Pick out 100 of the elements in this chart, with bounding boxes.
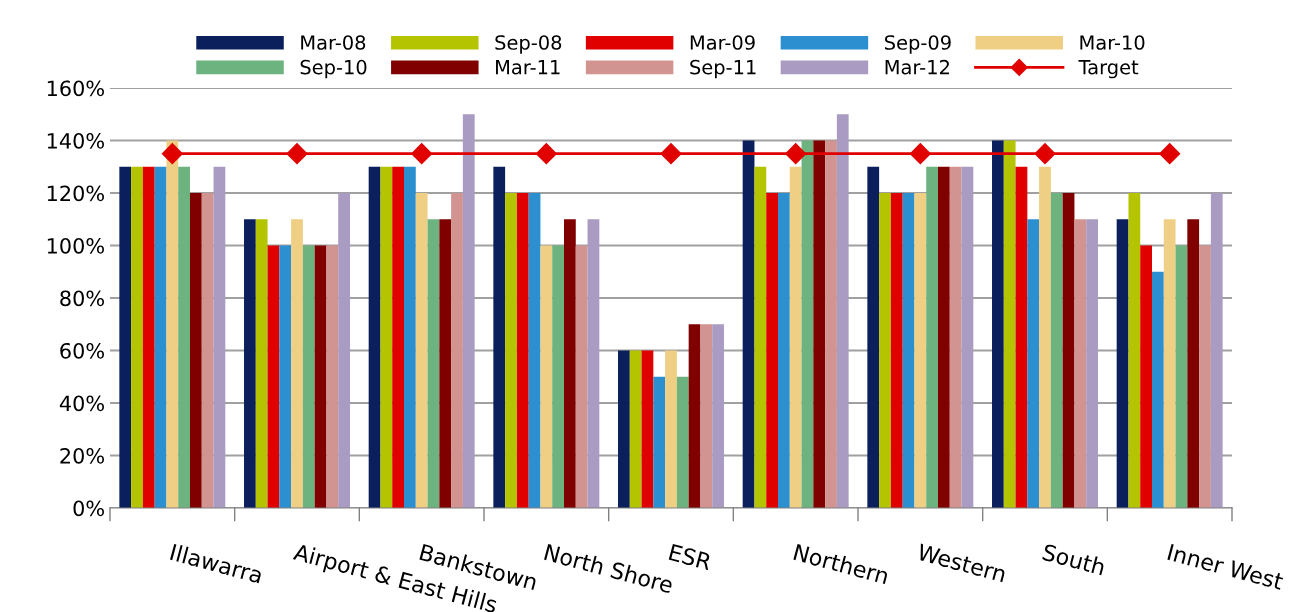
bar bbox=[1039, 166, 1051, 508]
bar bbox=[1210, 193, 1223, 508]
bar bbox=[201, 193, 214, 508]
bar bbox=[1003, 140, 1016, 508]
bar bbox=[949, 166, 962, 508]
bar bbox=[902, 193, 915, 508]
legend-label: Sep-08 bbox=[495, 35, 562, 54]
legend-label: Mar-12 bbox=[885, 59, 949, 75]
legend-label: Sep-09 bbox=[885, 35, 951, 54]
bar bbox=[618, 350, 630, 508]
bar bbox=[926, 166, 938, 508]
x-tick-label: South bbox=[1041, 543, 1106, 576]
bar bbox=[712, 324, 724, 508]
bar bbox=[244, 219, 256, 508]
bar bbox=[587, 219, 600, 508]
bar bbox=[166, 140, 179, 508]
bar bbox=[368, 166, 381, 508]
bar bbox=[404, 166, 416, 508]
bar bbox=[493, 166, 506, 508]
bar bbox=[1027, 219, 1040, 508]
bar bbox=[641, 350, 654, 508]
legend-label: Target bbox=[1078, 60, 1139, 79]
legend-label: Mar-11 bbox=[496, 60, 560, 75]
bar bbox=[1163, 219, 1176, 508]
bar bbox=[119, 166, 132, 508]
bar bbox=[142, 166, 155, 508]
bar bbox=[505, 193, 517, 508]
bar bbox=[563, 219, 576, 508]
x-tick-label: Inner West bbox=[1167, 543, 1285, 591]
bar bbox=[766, 193, 779, 508]
y-tick-label: 100% bbox=[47, 237, 104, 254]
bar bbox=[879, 193, 891, 508]
bar bbox=[961, 166, 974, 508]
bar bbox=[213, 166, 226, 508]
bar bbox=[279, 245, 292, 508]
bar bbox=[825, 140, 837, 508]
bar bbox=[914, 193, 927, 508]
bar bbox=[1086, 219, 1098, 508]
bar bbox=[1116, 219, 1129, 508]
bar bbox=[552, 245, 564, 508]
bar bbox=[314, 245, 327, 508]
bar bbox=[1074, 219, 1087, 508]
y-tick-label: 80% bbox=[60, 290, 104, 307]
y-tick-label: 160% bbox=[47, 80, 104, 97]
bar bbox=[415, 193, 428, 508]
y-tick-label: 60% bbox=[60, 342, 104, 359]
bar bbox=[1128, 193, 1141, 508]
y-tick-label: 40% bbox=[59, 395, 104, 412]
legend-label: Mar-09 bbox=[690, 35, 755, 50]
bar bbox=[813, 140, 826, 508]
bar bbox=[1062, 193, 1075, 508]
bar bbox=[326, 245, 339, 508]
bar bbox=[462, 114, 475, 508]
bar bbox=[778, 193, 790, 508]
bar bbox=[742, 140, 755, 508]
bar bbox=[801, 140, 814, 508]
bar bbox=[688, 324, 701, 508]
bar bbox=[1140, 245, 1153, 508]
bar bbox=[380, 166, 393, 508]
bar bbox=[291, 219, 303, 508]
bar bbox=[528, 193, 541, 508]
bar bbox=[1152, 271, 1164, 508]
bar bbox=[540, 245, 553, 508]
bar bbox=[451, 193, 463, 508]
bar bbox=[992, 140, 1004, 508]
bar bbox=[427, 219, 440, 508]
y-tick-label: 120% bbox=[47, 185, 104, 202]
bar bbox=[516, 193, 529, 508]
bar bbox=[131, 166, 143, 508]
bar bbox=[178, 166, 190, 508]
bar bbox=[1199, 245, 1211, 508]
bar bbox=[1175, 245, 1188, 508]
bar bbox=[1050, 193, 1063, 508]
bar bbox=[629, 350, 642, 508]
bar bbox=[154, 166, 167, 508]
bar bbox=[937, 166, 950, 508]
bar bbox=[836, 114, 849, 508]
bar bbox=[653, 376, 666, 508]
bar bbox=[700, 324, 713, 508]
bar bbox=[890, 193, 903, 508]
bar bbox=[754, 166, 767, 508]
bar bbox=[302, 245, 315, 508]
legend-label: Sep-10 bbox=[300, 59, 367, 79]
bar bbox=[189, 193, 202, 508]
bar bbox=[1187, 219, 1200, 508]
y-tick-label: 0% bbox=[73, 500, 104, 517]
bar bbox=[575, 245, 588, 508]
bar bbox=[392, 166, 405, 508]
bar bbox=[1015, 166, 1028, 508]
bar bbox=[338, 193, 350, 508]
bar bbox=[676, 376, 689, 508]
legend-label: Mar-10 bbox=[1080, 35, 1145, 50]
y-tick-label: 140% bbox=[47, 132, 104, 149]
bar bbox=[665, 350, 677, 508]
y-tick-label: 20% bbox=[60, 447, 104, 464]
legend-label: Mar-08 bbox=[301, 35, 366, 50]
bar bbox=[267, 245, 280, 508]
bar bbox=[255, 219, 268, 508]
legend-label: Sep-11 bbox=[690, 59, 756, 79]
bar bbox=[439, 219, 452, 508]
